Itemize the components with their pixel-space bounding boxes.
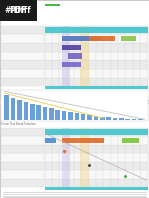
Bar bbox=[62, 45, 81, 50]
Bar bbox=[45, 60, 148, 69]
Bar bbox=[1, 60, 44, 69]
Bar bbox=[45, 138, 56, 143]
Bar bbox=[45, 145, 148, 153]
Bar bbox=[45, 27, 148, 33]
Bar bbox=[100, 117, 105, 120]
Bar bbox=[1, 153, 44, 162]
Bar bbox=[80, 26, 89, 86]
Bar bbox=[62, 26, 70, 86]
Bar bbox=[45, 162, 148, 170]
Text: #ffffff: #ffffff bbox=[5, 6, 32, 15]
Bar bbox=[1, 128, 44, 136]
Bar bbox=[122, 138, 139, 143]
Bar bbox=[0, 103, 149, 198]
Bar bbox=[45, 136, 148, 145]
Bar bbox=[45, 69, 148, 77]
Bar bbox=[45, 86, 148, 89]
Bar bbox=[1, 179, 44, 187]
Bar bbox=[132, 119, 136, 120]
Bar bbox=[89, 36, 115, 41]
Bar bbox=[45, 43, 148, 52]
Bar bbox=[62, 138, 104, 143]
Bar bbox=[138, 119, 143, 120]
Bar bbox=[45, 187, 148, 190]
Bar bbox=[68, 53, 82, 59]
Bar bbox=[94, 116, 98, 120]
Bar bbox=[1, 52, 44, 60]
Bar bbox=[24, 102, 28, 120]
Bar bbox=[45, 26, 148, 34]
Bar bbox=[1, 26, 44, 34]
Bar bbox=[1, 136, 44, 145]
Text: Scrum Task Board Template: Scrum Task Board Template bbox=[1, 122, 36, 126]
Bar bbox=[81, 114, 85, 120]
Bar bbox=[45, 129, 148, 135]
Bar bbox=[45, 77, 148, 86]
Bar bbox=[62, 62, 81, 67]
Bar bbox=[62, 111, 66, 120]
Bar bbox=[45, 34, 148, 43]
Bar bbox=[0, 0, 149, 100]
Bar bbox=[55, 110, 60, 120]
Bar bbox=[1, 170, 44, 179]
Bar bbox=[43, 107, 47, 120]
Bar bbox=[30, 104, 35, 120]
Bar bbox=[1, 34, 44, 43]
Bar bbox=[106, 117, 111, 120]
Bar bbox=[1, 43, 44, 52]
Text: PDF: PDF bbox=[10, 6, 27, 15]
Bar bbox=[62, 36, 101, 41]
Bar bbox=[17, 100, 22, 120]
Bar bbox=[45, 170, 148, 179]
Bar bbox=[1, 90, 148, 121]
Bar bbox=[68, 112, 73, 120]
Bar bbox=[0, 0, 37, 21]
Bar bbox=[80, 128, 89, 187]
Bar bbox=[119, 118, 124, 120]
Bar bbox=[45, 4, 60, 6]
Bar bbox=[113, 118, 117, 120]
Bar bbox=[1, 145, 44, 153]
Bar bbox=[1, 162, 44, 170]
Bar bbox=[45, 128, 148, 136]
Bar bbox=[45, 52, 148, 60]
Bar bbox=[11, 98, 15, 120]
Bar bbox=[45, 153, 148, 162]
Bar bbox=[1, 77, 44, 86]
Bar bbox=[4, 95, 9, 120]
Bar bbox=[36, 105, 41, 120]
Bar bbox=[45, 179, 148, 187]
Bar bbox=[49, 108, 54, 120]
Bar bbox=[62, 128, 70, 187]
Bar bbox=[125, 119, 130, 120]
Bar bbox=[121, 36, 136, 41]
Bar bbox=[1, 69, 44, 77]
Bar bbox=[87, 115, 92, 120]
Bar bbox=[74, 113, 79, 120]
